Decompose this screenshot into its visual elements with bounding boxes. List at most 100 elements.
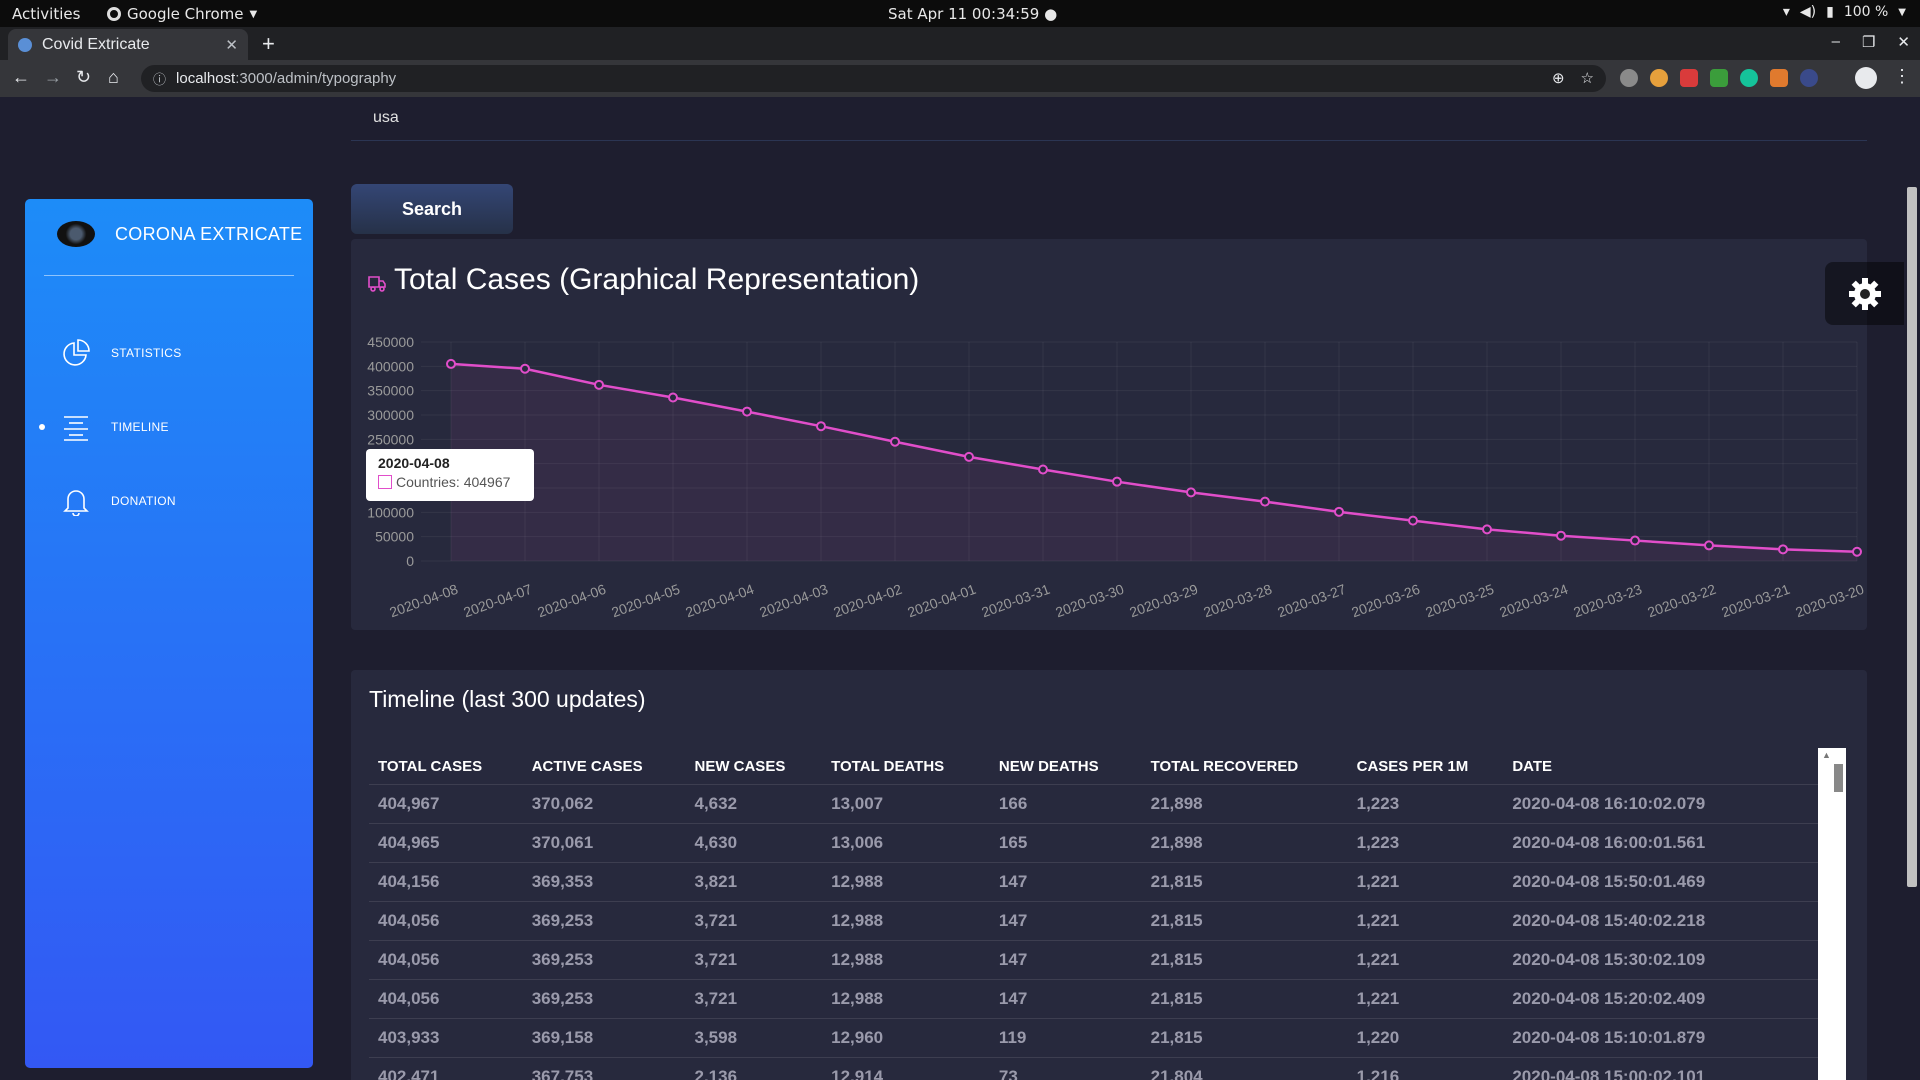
- table-cell: 1,221: [1347, 979, 1504, 1019]
- extension-icon-7[interactable]: [1800, 69, 1818, 87]
- x-tick-label: 2020-03-28: [1201, 581, 1274, 621]
- table-cell: 3,721: [685, 979, 823, 1019]
- y-tick-label: 250000: [367, 431, 414, 447]
- y-tick-label: 450000: [367, 334, 414, 350]
- table-cell: 2020-04-08 16:00:01.561: [1503, 823, 1835, 863]
- bookmark-star-icon[interactable]: ☆: [1580, 70, 1594, 87]
- scroll-up-icon[interactable]: ▲: [1822, 750, 1831, 760]
- table-row: 403,933 369,158 3,598 12,960 119 21,815 1,220 2…: [369, 1018, 1835, 1058]
- data-point: [890, 436, 900, 447]
- table-cell: 3,598: [685, 1018, 823, 1058]
- extension-icon-3[interactable]: [1680, 69, 1698, 87]
- home-icon[interactable]: ⌂: [108, 67, 119, 87]
- legend-swatch: [378, 475, 392, 489]
- timeline-table-wrap[interactable]: TOTAL CASES ACTIVE CASES NEW CASES TOTAL DE…: [369, 750, 1849, 1080]
- table-cell: 13,007: [822, 784, 990, 824]
- close-window-icon[interactable]: ✕: [1897, 34, 1910, 51]
- data-point: [594, 379, 604, 390]
- table-cell: 3,821: [685, 862, 823, 902]
- x-tick-label: 2020-03-31: [979, 581, 1052, 621]
- chart-title: Total Cases (Graphical Representation): [394, 263, 920, 296]
- close-tab-icon[interactable]: ✕: [225, 36, 238, 54]
- table-cell: 73: [989, 1057, 1142, 1080]
- x-tick-label: 2020-03-22: [1645, 581, 1718, 621]
- x-tick-label: 2020-04-05: [609, 581, 682, 621]
- table-cell: 402,471: [369, 1057, 523, 1080]
- timeline-card: Timeline (last 300 updates) TOTAL CASES A…: [351, 670, 1867, 1080]
- y-tick-label: 100000: [367, 504, 414, 520]
- extension-icon-4[interactable]: [1710, 69, 1728, 87]
- page-scroll-thumb[interactable]: [1907, 187, 1917, 887]
- x-tick-label: 2020-03-21: [1719, 581, 1792, 621]
- sidebar-item-statistics[interactable]: STATISTICS: [25, 333, 313, 373]
- extension-icon-2[interactable]: [1650, 69, 1668, 87]
- extension-icon-1[interactable]: [1620, 69, 1638, 87]
- settings-toggle[interactable]: [1825, 262, 1904, 325]
- forward-icon[interactable]: →: [44, 67, 62, 87]
- table-cell: 4,630: [685, 823, 823, 863]
- tab-title: Covid Extricate: [42, 35, 150, 53]
- table-row: 404,156 369,353 3,821 12,988 147 21,815 1,221 2…: [369, 862, 1835, 902]
- delivery-icon: [368, 276, 386, 292]
- favicon-icon: [18, 37, 32, 52]
- column-header: TOTAL DEATHS: [822, 750, 990, 785]
- table-scrollbar[interactable]: ▲: [1818, 748, 1846, 1080]
- table-cell: 404,965: [369, 823, 523, 863]
- table-cell: 1,221: [1347, 862, 1504, 902]
- chevron-down-icon: ▼: [249, 8, 258, 20]
- total-cases-line-chart[interactable]: 0500001000001500002000002500003000003500…: [351, 239, 1867, 630]
- system-tray[interactable]: ▾ ◀) ▮ 100 % ▼: [1783, 4, 1906, 20]
- window-controls: – ❐ ✕: [1832, 33, 1910, 51]
- menu-icon[interactable]: ⋮: [1893, 66, 1911, 86]
- data-point: [1704, 540, 1714, 551]
- sidebar-item-timeline[interactable]: TIMELINE: [25, 407, 313, 447]
- grammarly-icon[interactable]: [1740, 69, 1758, 87]
- app-menu[interactable]: Google Chrome ▼: [107, 5, 257, 23]
- logo-row[interactable]: CORONA EXTRICATE: [57, 221, 303, 247]
- search-button[interactable]: Search: [351, 184, 513, 234]
- x-tick-label: 2020-03-20: [1793, 581, 1866, 621]
- extension-icon-6[interactable]: [1770, 69, 1788, 87]
- clock[interactable]: Sat Apr 11 00:34:59 ●: [888, 5, 1058, 23]
- active-indicator: [39, 424, 45, 430]
- minimize-icon[interactable]: –: [1831, 33, 1840, 50]
- table-cell: 2020-04-08 16:10:02.079: [1503, 784, 1835, 824]
- column-header: TOTAL CASES: [369, 750, 523, 785]
- sidebar: CORONA EXTRICATE STATISTICS TIMELINE: [25, 199, 313, 1068]
- back-icon[interactable]: ←: [12, 67, 30, 87]
- activities-button[interactable]: Activities: [12, 5, 81, 23]
- table-cell: 12,988: [822, 862, 990, 902]
- chart-tooltip: 2020-04-08 Countries: 404967: [366, 449, 534, 501]
- sidebar-item-label: TIMELINE: [111, 420, 169, 434]
- scroll-thumb[interactable]: [1834, 764, 1843, 792]
- maximize-icon[interactable]: ❐: [1861, 34, 1876, 51]
- table-cell: 13,006: [822, 823, 990, 863]
- x-tick-label: 2020-03-23: [1571, 581, 1644, 621]
- sidebar-item-donation[interactable]: DONATION: [25, 481, 313, 521]
- tooltip-title: 2020-04-08: [378, 455, 450, 471]
- reload-icon[interactable]: ↻: [76, 67, 92, 87]
- table-cell: 1,223: [1347, 784, 1504, 824]
- table-cell: 21,898: [1141, 784, 1348, 824]
- country-search-input[interactable]: usa: [351, 97, 1867, 141]
- table-cell: 1,221: [1347, 901, 1504, 941]
- x-tick-label: 2020-03-24: [1497, 581, 1570, 621]
- new-tab-button[interactable]: +: [262, 31, 275, 56]
- tooltip-row: Countries: 404967: [378, 474, 522, 490]
- logo-icon: [57, 221, 95, 247]
- browser-tab[interactable]: Covid Extricate ✕: [8, 29, 248, 60]
- y-tick-label: 350000: [367, 383, 414, 399]
- page-scrollbar[interactable]: [1904, 97, 1920, 1080]
- address-bar[interactable]: ⓘ localhost:3000/admin/typography ⊕ ☆: [141, 65, 1606, 92]
- profile-avatar[interactable]: [1855, 67, 1877, 89]
- y-tick-label: 50000: [375, 529, 414, 545]
- table-cell: 12,988: [822, 901, 990, 941]
- data-point: [446, 358, 456, 369]
- chevron-down-icon: ▼: [1898, 6, 1906, 18]
- zoom-icon[interactable]: ⊕: [1551, 70, 1565, 87]
- series-line: [450, 362, 1858, 554]
- tooltip-value: Countries: 404967: [396, 474, 511, 490]
- x-tick-label: 2020-03-27: [1275, 581, 1348, 621]
- data-point: [816, 421, 826, 432]
- table-cell: 369,253: [522, 979, 686, 1019]
